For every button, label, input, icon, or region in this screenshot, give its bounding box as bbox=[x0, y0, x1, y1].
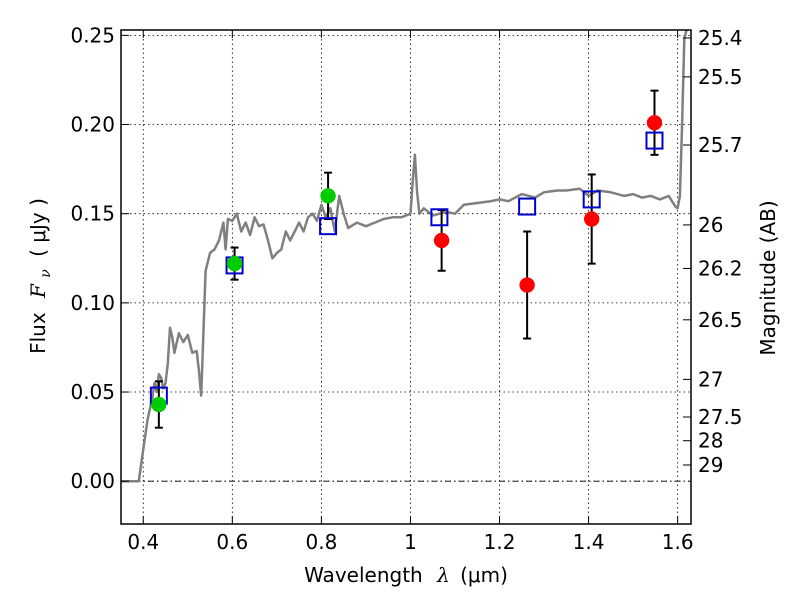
grid bbox=[121, 30, 691, 524]
y-axis-label-symbol: F bbox=[26, 283, 50, 299]
model-photometry bbox=[149, 131, 664, 405]
y-axis-label: Flux F ν ( μJy ) bbox=[26, 198, 55, 354]
mag-tick-label: 29 bbox=[698, 453, 723, 477]
detection-point bbox=[646, 114, 663, 131]
mag-tick-label: 27.5 bbox=[698, 405, 743, 429]
y-tick-label: 0.25 bbox=[70, 23, 115, 47]
x-tick-label: 0.4 bbox=[127, 530, 159, 554]
x-axis-label-symbol: λ bbox=[436, 563, 450, 587]
x-tick-label: 0.8 bbox=[305, 530, 337, 554]
detection-point bbox=[583, 211, 600, 227]
model-photometry-square bbox=[430, 208, 449, 227]
x-tick-label: 1.6 bbox=[662, 530, 694, 554]
detection-point bbox=[519, 277, 535, 293]
y-axis-label-text: Flux bbox=[26, 312, 50, 354]
y-tick-label: 0.20 bbox=[70, 113, 115, 137]
x-axis-label-unit: (μm) bbox=[460, 563, 508, 587]
model-photometry-square bbox=[582, 190, 601, 209]
x-tick-label: 0.6 bbox=[216, 530, 248, 554]
y-tick-label: 0.15 bbox=[70, 202, 115, 226]
x-axis-label-text: Wavelength bbox=[304, 563, 423, 587]
x-tick-label: 1.4 bbox=[573, 530, 605, 554]
sed-line bbox=[121, 29, 688, 483]
detections bbox=[151, 114, 663, 413]
model-photometry-square bbox=[518, 197, 537, 216]
model-photometry-square bbox=[319, 217, 338, 236]
x-tick-label: 1 bbox=[404, 530, 417, 554]
mag-tick-label: 26.5 bbox=[698, 308, 743, 332]
mag-tick-label: 26.2 bbox=[698, 256, 743, 280]
y-tick-label: 0.00 bbox=[70, 469, 115, 493]
mag-tick-label: 25.5 bbox=[698, 65, 743, 89]
model-sed bbox=[121, 29, 688, 483]
plot-frame bbox=[120, 29, 692, 525]
ticks: 0.4 0.6 0.8 1 1.2 1.4 1.6 0.00 0.05 0.10 0.15 0.20 0… bbox=[70, 23, 742, 554]
y2-axis-label: Magnitude (AB) bbox=[756, 200, 780, 355]
mag-tick-label: 28 bbox=[698, 429, 723, 453]
y-tick-label: 0.10 bbox=[70, 291, 115, 315]
detection-point bbox=[226, 255, 243, 272]
y-axis-label-unit: ( μJy ) bbox=[26, 198, 50, 257]
y-axis-label-subscript: ν bbox=[38, 269, 54, 278]
mag-tick-label: 25.4 bbox=[698, 26, 743, 50]
detection-point bbox=[320, 188, 336, 204]
x-axis-label: Wavelength λ (μm) bbox=[304, 563, 508, 587]
y-tick-label: 0.05 bbox=[70, 380, 115, 404]
model-photometry-square bbox=[645, 131, 664, 150]
detection-point bbox=[151, 396, 167, 413]
detection-point bbox=[433, 232, 450, 249]
mag-tick-label: 27 bbox=[698, 367, 723, 391]
mag-tick-label: 25.7 bbox=[698, 133, 743, 157]
x-tick-label: 1.2 bbox=[484, 530, 516, 554]
mag-tick-label: 26 bbox=[698, 213, 723, 237]
